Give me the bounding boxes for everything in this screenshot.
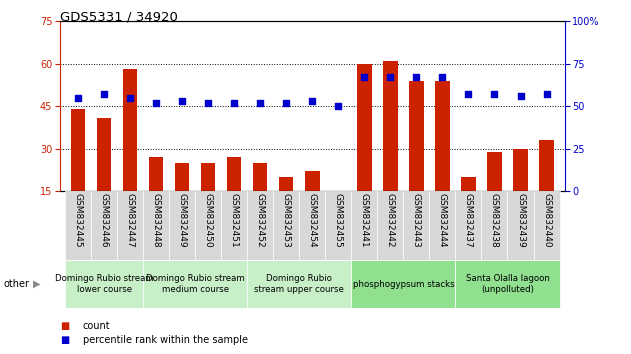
Bar [273, 191, 299, 260]
Bar [71, 109, 85, 234]
Text: GSM832448: GSM832448 [151, 193, 161, 248]
Bar [169, 191, 195, 260]
Bar [331, 228, 346, 234]
Text: GSM832437: GSM832437 [464, 193, 473, 248]
Text: Domingo Rubio stream
lower course: Domingo Rubio stream lower course [55, 274, 153, 294]
Text: GSM832455: GSM832455 [334, 193, 343, 248]
Bar [97, 118, 111, 234]
Bar [227, 157, 242, 234]
Point [256, 100, 266, 105]
Point [99, 91, 109, 97]
Text: Domingo Rubio
stream upper course: Domingo Rubio stream upper course [254, 274, 345, 294]
Bar [461, 177, 476, 234]
Bar [481, 191, 507, 260]
Point [151, 100, 162, 105]
Bar [377, 191, 403, 260]
Point [541, 91, 551, 97]
Bar [117, 191, 143, 260]
Text: GSM832454: GSM832454 [308, 193, 317, 248]
Point [516, 93, 526, 99]
Point [490, 91, 500, 97]
Bar [305, 171, 319, 234]
Text: GSM832449: GSM832449 [178, 193, 187, 248]
Text: other: other [3, 279, 29, 289]
Point [386, 74, 396, 80]
Text: GSM832442: GSM832442 [386, 193, 395, 248]
Bar [299, 191, 326, 260]
Point [125, 95, 135, 101]
Bar [221, 191, 247, 260]
Text: GSM832446: GSM832446 [100, 193, 109, 248]
Text: percentile rank within the sample: percentile rank within the sample [83, 335, 247, 345]
Bar [143, 260, 247, 308]
Text: phosphogypsum stacks: phosphogypsum stacks [353, 280, 454, 289]
Bar [534, 191, 560, 260]
Text: GSM832450: GSM832450 [204, 193, 213, 248]
Text: GSM832453: GSM832453 [282, 193, 291, 248]
Bar [123, 69, 138, 234]
Bar [540, 140, 553, 234]
Point [307, 98, 317, 104]
Text: GSM832438: GSM832438 [490, 193, 499, 248]
Point [281, 100, 292, 105]
Text: ■: ■ [60, 321, 69, 331]
Point [203, 100, 213, 105]
Text: GSM832439: GSM832439 [516, 193, 525, 248]
Text: GSM832440: GSM832440 [542, 193, 551, 248]
Point [73, 95, 83, 101]
Text: Santa Olalla lagoon
(unpolluted): Santa Olalla lagoon (unpolluted) [466, 274, 550, 294]
Text: GSM832452: GSM832452 [256, 193, 265, 248]
Bar [247, 191, 273, 260]
Bar [351, 191, 377, 260]
Bar [326, 191, 351, 260]
Text: GSM832451: GSM832451 [230, 193, 239, 248]
Bar [430, 191, 456, 260]
Point [359, 74, 369, 80]
Bar [143, 191, 169, 260]
Bar [65, 260, 143, 308]
Point [411, 74, 422, 80]
Text: GSM832444: GSM832444 [438, 193, 447, 248]
Text: count: count [83, 321, 110, 331]
Bar [435, 81, 450, 234]
Bar [487, 152, 502, 234]
Bar [65, 191, 91, 260]
Point [333, 103, 343, 109]
Bar [195, 191, 221, 260]
Text: GSM832443: GSM832443 [412, 193, 421, 248]
Bar [201, 163, 215, 234]
Bar [279, 177, 293, 234]
Text: GDS5331 / 34920: GDS5331 / 34920 [60, 11, 178, 24]
Point [437, 74, 447, 80]
Text: GSM832447: GSM832447 [126, 193, 134, 248]
Bar [507, 191, 534, 260]
Bar [149, 157, 163, 234]
Bar [383, 61, 398, 234]
Bar [351, 260, 456, 308]
Text: ▶: ▶ [33, 279, 41, 289]
Bar [410, 81, 423, 234]
Text: ■: ■ [60, 335, 69, 345]
Text: GSM832441: GSM832441 [360, 193, 369, 248]
Text: GSM832445: GSM832445 [74, 193, 83, 248]
Bar [357, 64, 372, 234]
Bar [456, 191, 481, 260]
Point [177, 98, 187, 104]
Text: Domingo Rubio stream
medium course: Domingo Rubio stream medium course [146, 274, 245, 294]
Bar [403, 191, 430, 260]
Point [229, 100, 239, 105]
Bar [247, 260, 351, 308]
Bar [514, 149, 528, 234]
Bar [456, 260, 560, 308]
Point [463, 91, 473, 97]
Bar [91, 191, 117, 260]
Bar [253, 163, 268, 234]
Bar [175, 163, 189, 234]
